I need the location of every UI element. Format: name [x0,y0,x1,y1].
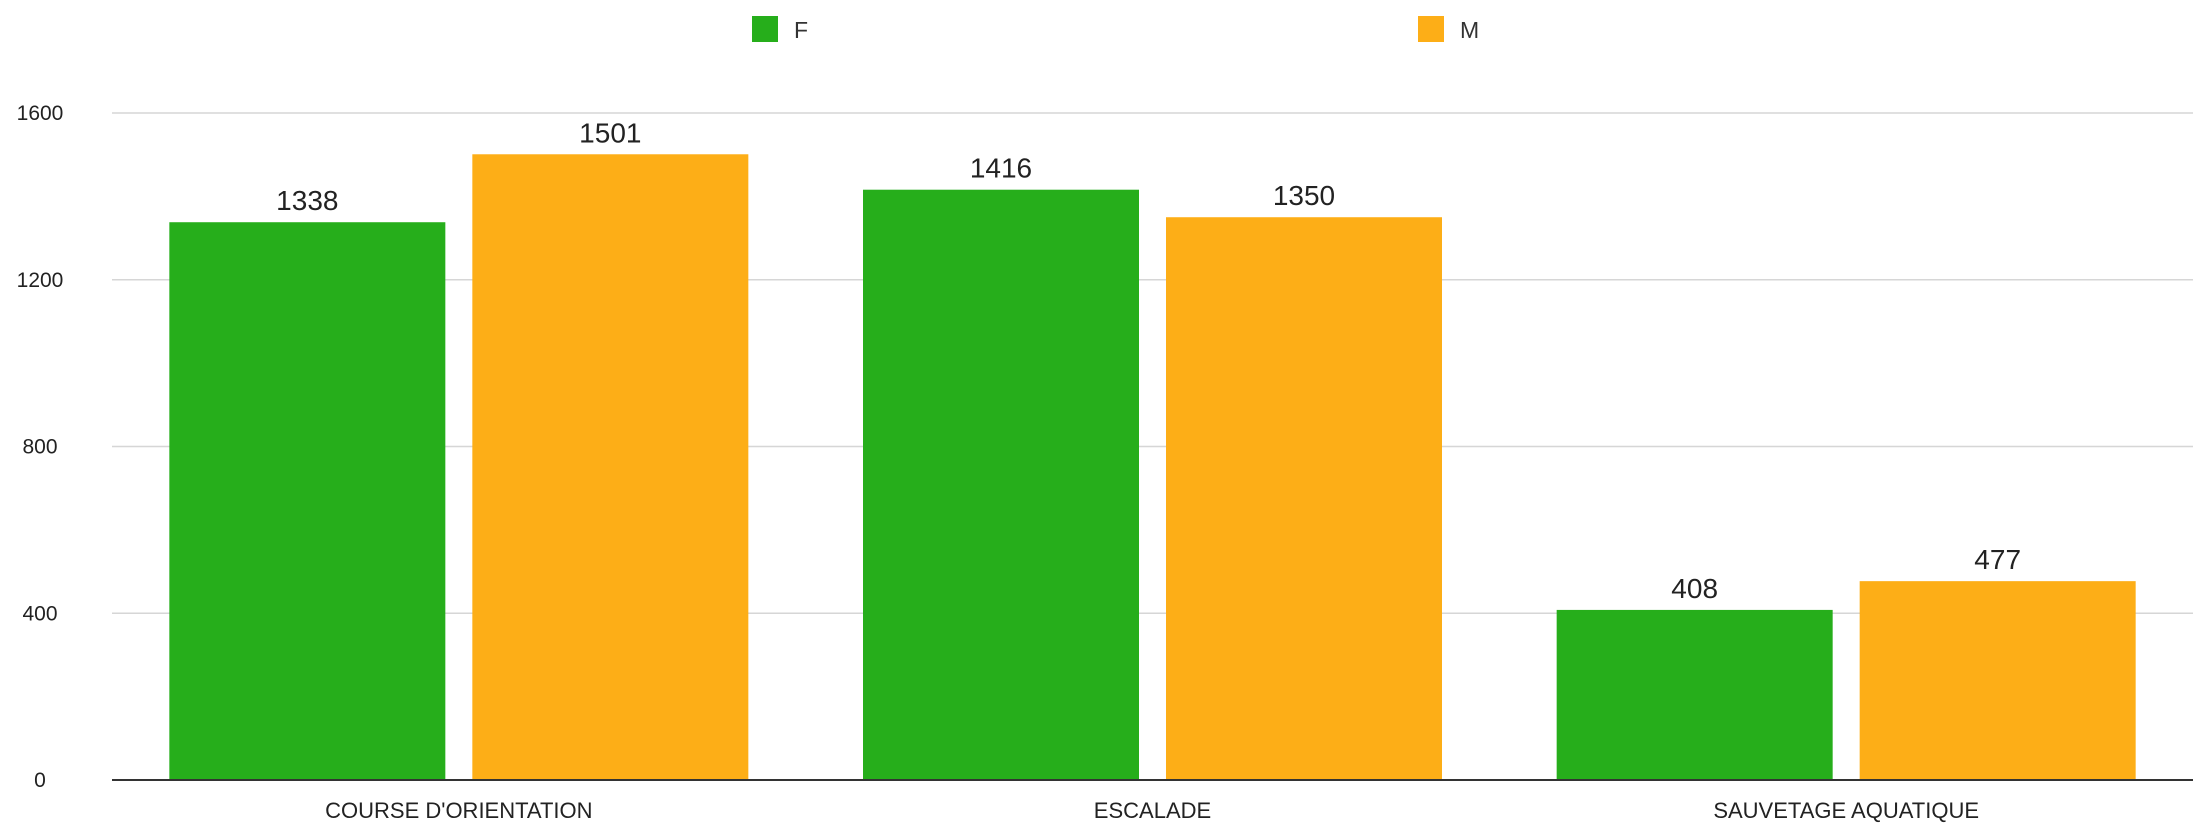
y-tick-label: 0 [34,769,46,792]
legend-swatch-f [752,16,778,42]
y-tick-label: 1200 [17,269,64,292]
data-label: 1501 [579,117,641,148]
x-tick-label: SAUVETAGE AQUATIQUE [1713,798,1979,823]
y-tick-label: 400 [22,602,57,625]
data-label: 1350 [1273,180,1335,211]
bar-m [1859,581,2136,780]
legend-swatch-m [1418,16,1444,42]
legend-label-m: M [1460,17,1479,43]
data-label: 1338 [276,185,338,216]
y-axis-ticks: 0 400 800 1200 1600 [17,102,64,792]
data-label: 477 [1974,544,2021,575]
data-label: 1416 [970,153,1032,184]
bar-f [169,222,446,780]
grid-lines [112,112,2193,614]
x-axis-ticks: COURSE D'ORIENTATION ESCALADE SAUVETAGE AQ… [325,798,1979,823]
data-label: 408 [1671,573,1718,604]
y-tick-label: 1600 [17,102,64,125]
bar-f [1556,609,1833,780]
data-labels: 1338 1501 1416 1350 408 477 [276,117,2021,604]
bar-m [1166,217,1442,780]
bar-f [863,189,1139,780]
y-tick-label: 800 [22,436,57,459]
bars [169,154,2136,780]
x-tick-label: ESCALADE [1094,798,1211,823]
x-tick-label: COURSE D'ORIENTATION [325,798,592,823]
legend-label-f: F [794,17,808,43]
bar-m [472,154,749,780]
